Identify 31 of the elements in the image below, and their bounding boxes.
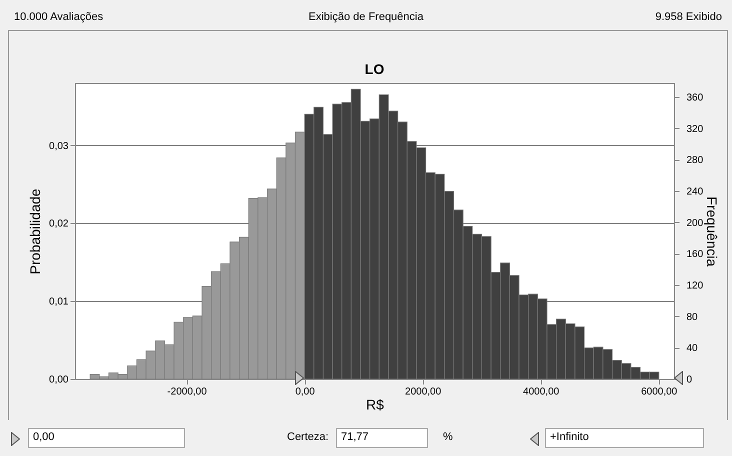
text: 10.000 Avaliações — [14, 11, 104, 23]
x-tick-label: 0,00 — [295, 386, 316, 398]
text: Certeza: — [287, 431, 329, 443]
x-axis-title: R$ — [366, 396, 384, 412]
y2-axis-title: Frequência — [704, 196, 720, 267]
x-tick-label: -2000,00 — [167, 386, 208, 398]
x-tick-label: 4000,00 — [523, 386, 560, 398]
x-tick-label: 2000,00 — [405, 386, 442, 398]
text: +Infinito — [545, 428, 704, 448]
chart-title: LO — [364, 61, 384, 77]
y2-tick-label: 280 — [686, 155, 704, 166]
y2-tick-label: 160 — [686, 249, 704, 260]
y-tick-label: 0,00 — [49, 374, 69, 386]
x-tick-label: 6000,00 — [641, 386, 678, 398]
text: 0,00 — [28, 428, 185, 448]
y-tick-label: 0,01 — [49, 296, 69, 308]
y2-tick-label: 320 — [686, 124, 704, 135]
y2-tick-label: 360 — [686, 92, 704, 104]
text: % — [443, 431, 453, 443]
y2-tick-label: 120 — [686, 280, 704, 292]
y2-tick-label: 240 — [686, 186, 704, 198]
y2-tick-label: 200 — [686, 218, 704, 229]
y-tick-label: 0,02 — [49, 218, 69, 230]
text: 71,77 — [336, 428, 428, 448]
y2-tick-label: 0 — [686, 374, 692, 386]
y2-tick-label: 80 — [686, 312, 698, 323]
y-axis-title: Probabilidade — [27, 188, 44, 274]
text: Exibição de Frequência — [308, 11, 424, 23]
text: 9.958 Exibido — [655, 11, 722, 23]
y-tick-label: 0,03 — [49, 140, 69, 152]
y2-tick-label: 40 — [686, 343, 698, 354]
